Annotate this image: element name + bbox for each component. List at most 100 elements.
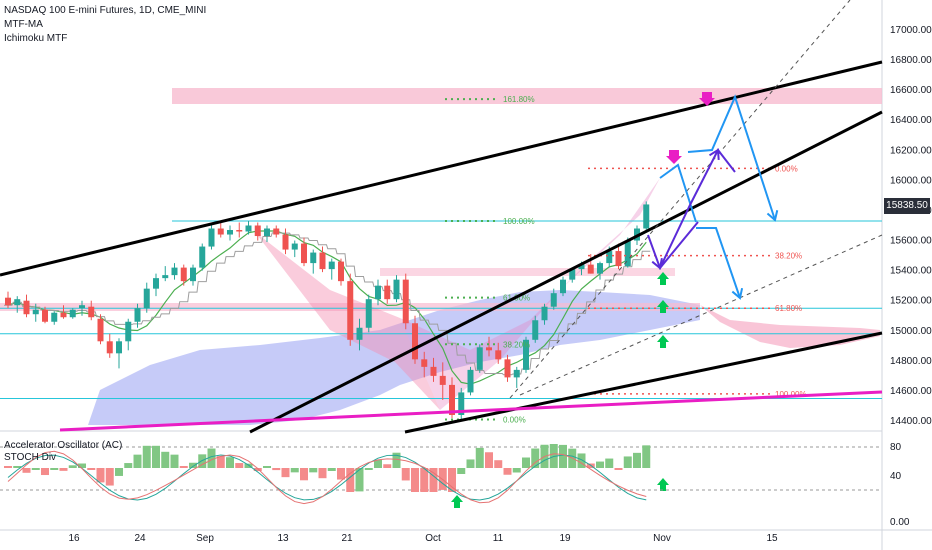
candle-body (393, 279, 400, 300)
candle-body (273, 228, 280, 235)
candle-body (523, 339, 529, 370)
ac-bar (623, 456, 632, 468)
ac-bar (272, 468, 281, 471)
indicator-ichimoku[interactable]: Ichimoku MTF (4, 33, 68, 44)
stoch-k (7, 454, 647, 501)
candle-body (153, 278, 159, 289)
ac-bar (392, 452, 401, 468)
candle-body (347, 281, 354, 340)
projection-arrowhead-b (766, 210, 779, 222)
candle-body (504, 359, 511, 378)
projection-arrowhead-purple-2 (708, 148, 720, 161)
candle-body (51, 312, 58, 322)
candle-body (449, 384, 455, 415)
ac-bar (198, 454, 207, 468)
candle-body (162, 275, 169, 279)
candle-body (384, 285, 391, 300)
drawing-overlays: 161.80% 100.00% 61.80% 38.20% 0.00% 0.00% 38.2… (0, 0, 883, 508)
ac-bar (87, 468, 96, 470)
candle-body (42, 309, 48, 322)
y-tick-label: 15400.00 (890, 266, 932, 277)
x-tick-label: 24 (134, 533, 146, 544)
ac-bar (577, 453, 586, 468)
projection-path-b (687, 94, 776, 221)
y-tick-label: 16600.00 (890, 85, 932, 96)
x-tick-label: Nov (653, 533, 671, 544)
ac-bar (512, 468, 521, 473)
candle-body (245, 225, 252, 232)
y-tick-label: 16200.00 (890, 145, 932, 156)
x-tick-label: 16 (68, 533, 80, 544)
ac-bar (633, 452, 641, 468)
y-tick-label: 17000.00 (890, 25, 932, 36)
candle-body (254, 225, 261, 237)
ac-bar (466, 459, 475, 468)
candle-body (338, 261, 344, 282)
candle-body (578, 264, 585, 270)
candle-body (199, 246, 206, 268)
candle-body (624, 240, 631, 267)
signal-up-marker (657, 335, 669, 348)
y-tick-label: 16800.00 (890, 55, 932, 66)
ac-bar (448, 468, 456, 492)
ac-bar (161, 451, 170, 468)
projection-path-a (659, 163, 697, 223)
ac-bar (559, 444, 567, 468)
candle-body (467, 369, 474, 393)
ac-bar (309, 468, 318, 473)
ac-bar (420, 468, 429, 492)
fib-label-right: 100.00% (775, 390, 807, 399)
signal-up-marker (451, 495, 463, 508)
projection-path-c (696, 227, 741, 299)
candlestick-series (4, 201, 651, 421)
y-tick-label: 16000.00 (890, 175, 932, 186)
resistance-zone (380, 268, 675, 276)
ac-bar (485, 452, 493, 468)
ac-bar (41, 468, 49, 476)
ac-bar (189, 462, 197, 468)
candle-body (569, 269, 576, 280)
x-tick-label: 11 (493, 533, 504, 544)
sub-y-tick-label: 0.00 (890, 517, 910, 528)
indicator-ac[interactable]: Accelerator Oscillator (AC) (4, 440, 123, 451)
ac-bar (300, 468, 308, 481)
signal-up-marker (657, 300, 669, 313)
candle-body (541, 306, 548, 321)
ac-bar (226, 457, 234, 468)
signal-up-marker (657, 272, 669, 285)
candle-body (458, 392, 465, 415)
symbol-title: NASDAQ 100 E-mini Futures, 1D, CME_MINI (4, 5, 207, 16)
candle-body (356, 327, 363, 340)
fib-label-right: 61.80% (775, 304, 802, 313)
candle-body (375, 285, 381, 300)
ac-bar (152, 445, 160, 468)
candle-body (439, 375, 446, 385)
candle-body (430, 366, 437, 376)
indicator-stoch[interactable]: STOCH Div (4, 452, 57, 463)
ac-bar (253, 468, 262, 471)
ac-bar (596, 461, 604, 468)
ac-bar (614, 468, 623, 470)
candle-body (134, 308, 141, 322)
indicator-mtf-ma[interactable]: MTF-MA (4, 19, 43, 30)
magenta-trendline (59, 390, 883, 432)
ac-bar (68, 465, 77, 468)
ac-bar (522, 457, 530, 468)
ac-bar (207, 448, 216, 468)
fib-label-left: 161.80% (503, 95, 535, 104)
ac-bar (475, 447, 484, 468)
ac-bar (115, 468, 123, 476)
signal-up-marker (657, 478, 669, 491)
candle-body (597, 263, 603, 274)
candle-body (171, 267, 178, 276)
ac-bar (179, 466, 188, 468)
candle-body (116, 341, 122, 354)
ac-bar (13, 466, 22, 468)
x-tick-label: 19 (559, 533, 571, 544)
mid-channel-line (249, 110, 883, 434)
ac-bar (263, 466, 271, 468)
y-tick-label: 14600.00 (890, 386, 932, 397)
ac-bar (59, 468, 68, 471)
candle-body (486, 347, 492, 351)
